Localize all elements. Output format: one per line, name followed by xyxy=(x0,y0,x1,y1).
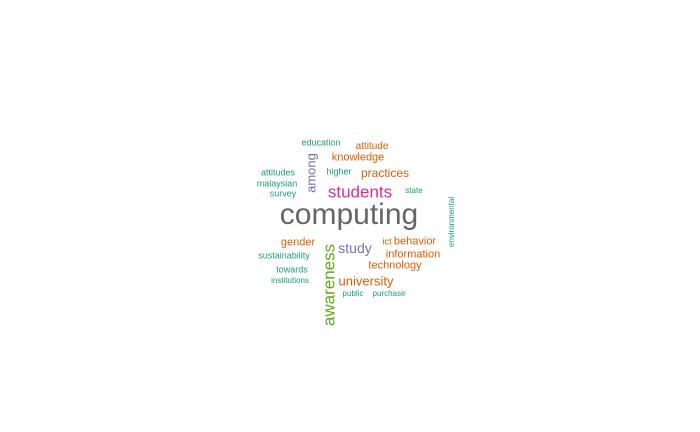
word-towards: towards xyxy=(276,264,308,275)
word-behavior: behavior xyxy=(393,235,437,248)
word-higher: higher xyxy=(326,166,352,177)
word-purchase: purchase xyxy=(372,289,406,298)
word-attitude: attitude xyxy=(355,141,389,152)
word-attitudes: attitudes xyxy=(260,167,296,178)
word-state: state xyxy=(405,186,423,195)
word-awareness: awareness xyxy=(319,243,339,327)
word-information: information xyxy=(385,248,441,261)
word-practices: practices xyxy=(360,166,410,180)
word-study: study xyxy=(338,240,372,256)
word-ict: ict xyxy=(382,236,392,247)
word-among: among xyxy=(303,153,319,193)
word-computing: computing xyxy=(279,198,419,231)
word-sustainability: sustainability xyxy=(258,250,310,261)
word-survey: survey xyxy=(269,188,297,199)
word-education: education xyxy=(301,137,341,148)
word-institutions: institutions xyxy=(271,276,309,285)
word-malaysian: malaysian xyxy=(256,178,298,189)
word-public: public xyxy=(342,289,364,298)
word-university: university xyxy=(338,273,394,289)
word-knowledge: knowledge xyxy=(331,151,385,164)
word-technology: technology xyxy=(368,259,422,272)
word-gender: gender xyxy=(280,236,316,249)
word-environmental: environmental xyxy=(447,196,456,248)
word-students: students xyxy=(327,182,393,202)
